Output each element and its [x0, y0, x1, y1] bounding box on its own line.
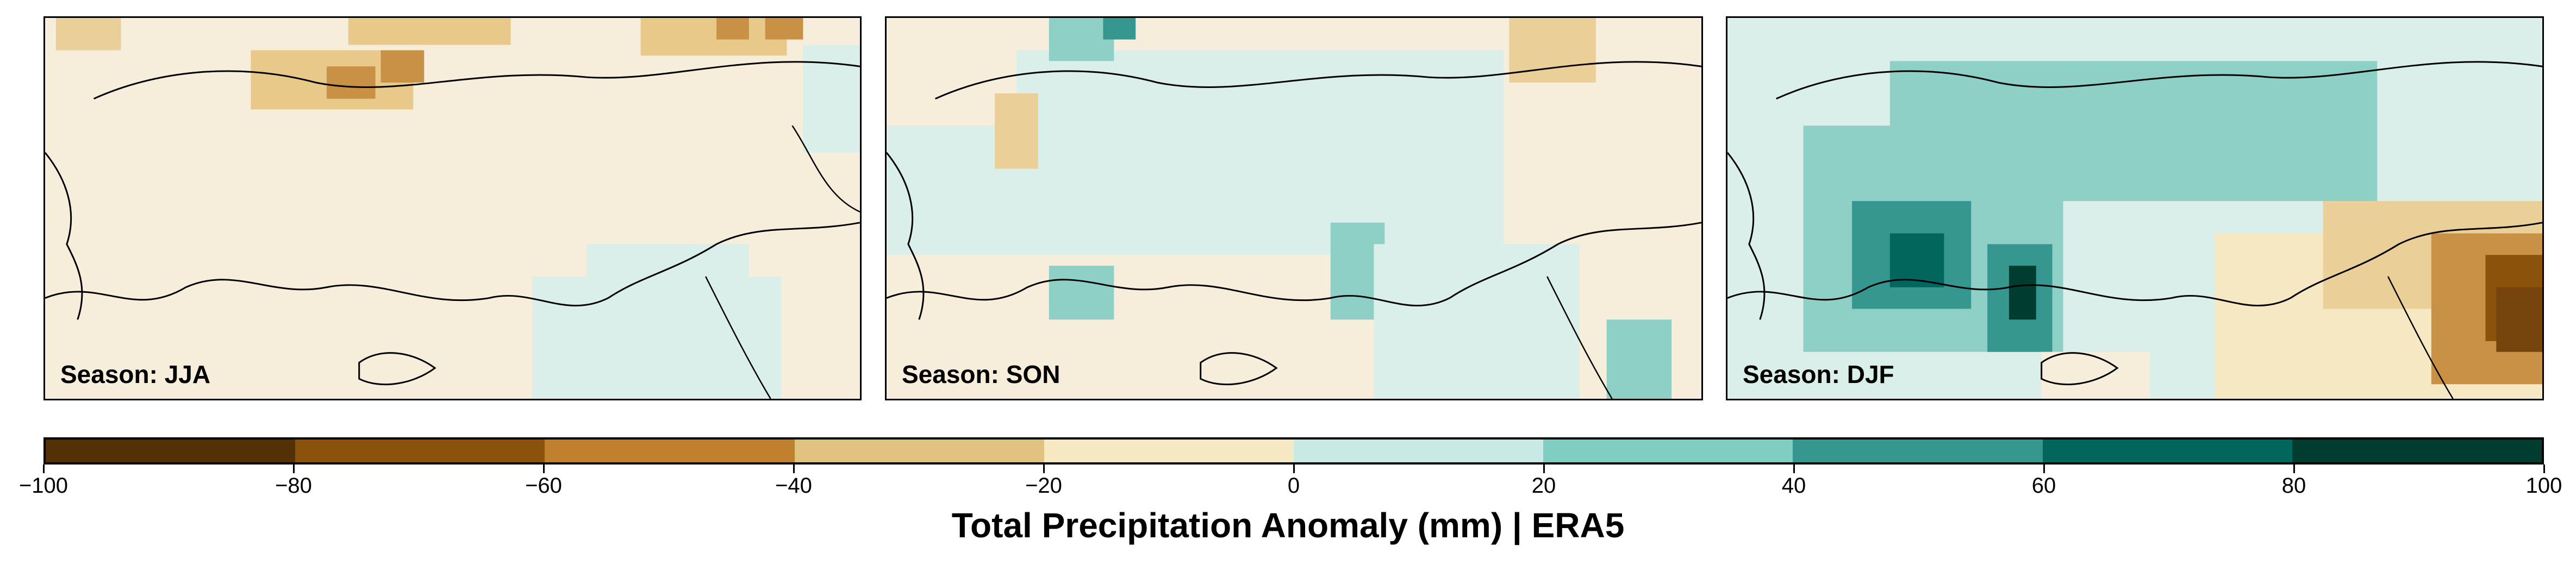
colorbar-tick-label: −20: [1025, 474, 1062, 498]
colorbar-segment: [295, 440, 545, 462]
colorbar-tick: [542, 464, 545, 473]
colorbar-tick-label: 40: [1781, 474, 1806, 498]
west-coastline: [887, 152, 925, 320]
colorbar-tick: [292, 464, 295, 473]
colorbar-tick-label: 20: [1531, 474, 1556, 498]
precip-map-son: [887, 18, 1701, 399]
colorbar-tick: [1293, 464, 1295, 473]
colorbar-tick-label: 0: [1287, 474, 1300, 498]
black-sea-coastline: [1776, 61, 2542, 100]
colorbar-tick-label: −100: [18, 474, 68, 498]
cyprus-outline: [1200, 352, 1278, 386]
colorbar-tick: [2543, 464, 2545, 473]
colorbar-segment: [1294, 440, 1544, 462]
colorbar-tick: [793, 464, 795, 473]
cyprus-outline: [2041, 352, 2119, 386]
west-coastline: [1727, 152, 1766, 320]
colorbar-segment: [1543, 440, 1793, 462]
cyprus-outline: [358, 352, 436, 386]
season-label: Season: JJA: [60, 360, 211, 388]
south-coastline: [1727, 222, 2542, 307]
colorbar-segment: [46, 440, 296, 462]
colorbar-segment: [2042, 440, 2292, 462]
map-panel-son: Season: SON: [885, 16, 1703, 400]
map-panel-djf: Season: DJF: [1726, 16, 2544, 400]
colorbar-tick-label: 60: [2031, 474, 2056, 498]
season-label: Season: DJF: [1743, 360, 1894, 388]
black-sea-coastline: [935, 61, 1701, 100]
colorbar-tick: [42, 464, 45, 473]
colorbar-tick: [2293, 464, 2295, 473]
black-sea-coastline: [93, 61, 860, 100]
map-panel-jja: Season: JJA: [43, 16, 862, 400]
precip-map-jja: [45, 18, 860, 399]
precip-map-djf: [1727, 18, 2542, 399]
colorbar-segment: [545, 440, 795, 462]
colorbar-tick-label: −60: [525, 474, 562, 498]
colorbar-segment: [794, 440, 1044, 462]
colorbar-tick-label: 100: [2525, 474, 2562, 498]
colorbar: [43, 437, 2544, 464]
colorbar-segment: [2292, 440, 2542, 462]
colorbar-segment: [1793, 440, 2043, 462]
south-coastline: [45, 222, 860, 307]
colorbar-tick: [1543, 464, 1545, 473]
colorbar-tick: [1793, 464, 1795, 473]
south-coastline: [887, 222, 1701, 307]
colorbar-title: Total Precipitation Anomaly (mm) | ERA5: [951, 506, 1625, 545]
colorbar-tick-label: 80: [2281, 474, 2306, 498]
colorbar-tick: [2043, 464, 2045, 473]
colorbar-tick-label: −80: [275, 474, 312, 498]
colorbar-tick: [1043, 464, 1045, 473]
season-label: Season: SON: [902, 360, 1061, 388]
colorbar-segment: [1044, 440, 1294, 462]
west-coastline: [45, 152, 83, 320]
colorbar-tick-label: −40: [775, 474, 812, 498]
